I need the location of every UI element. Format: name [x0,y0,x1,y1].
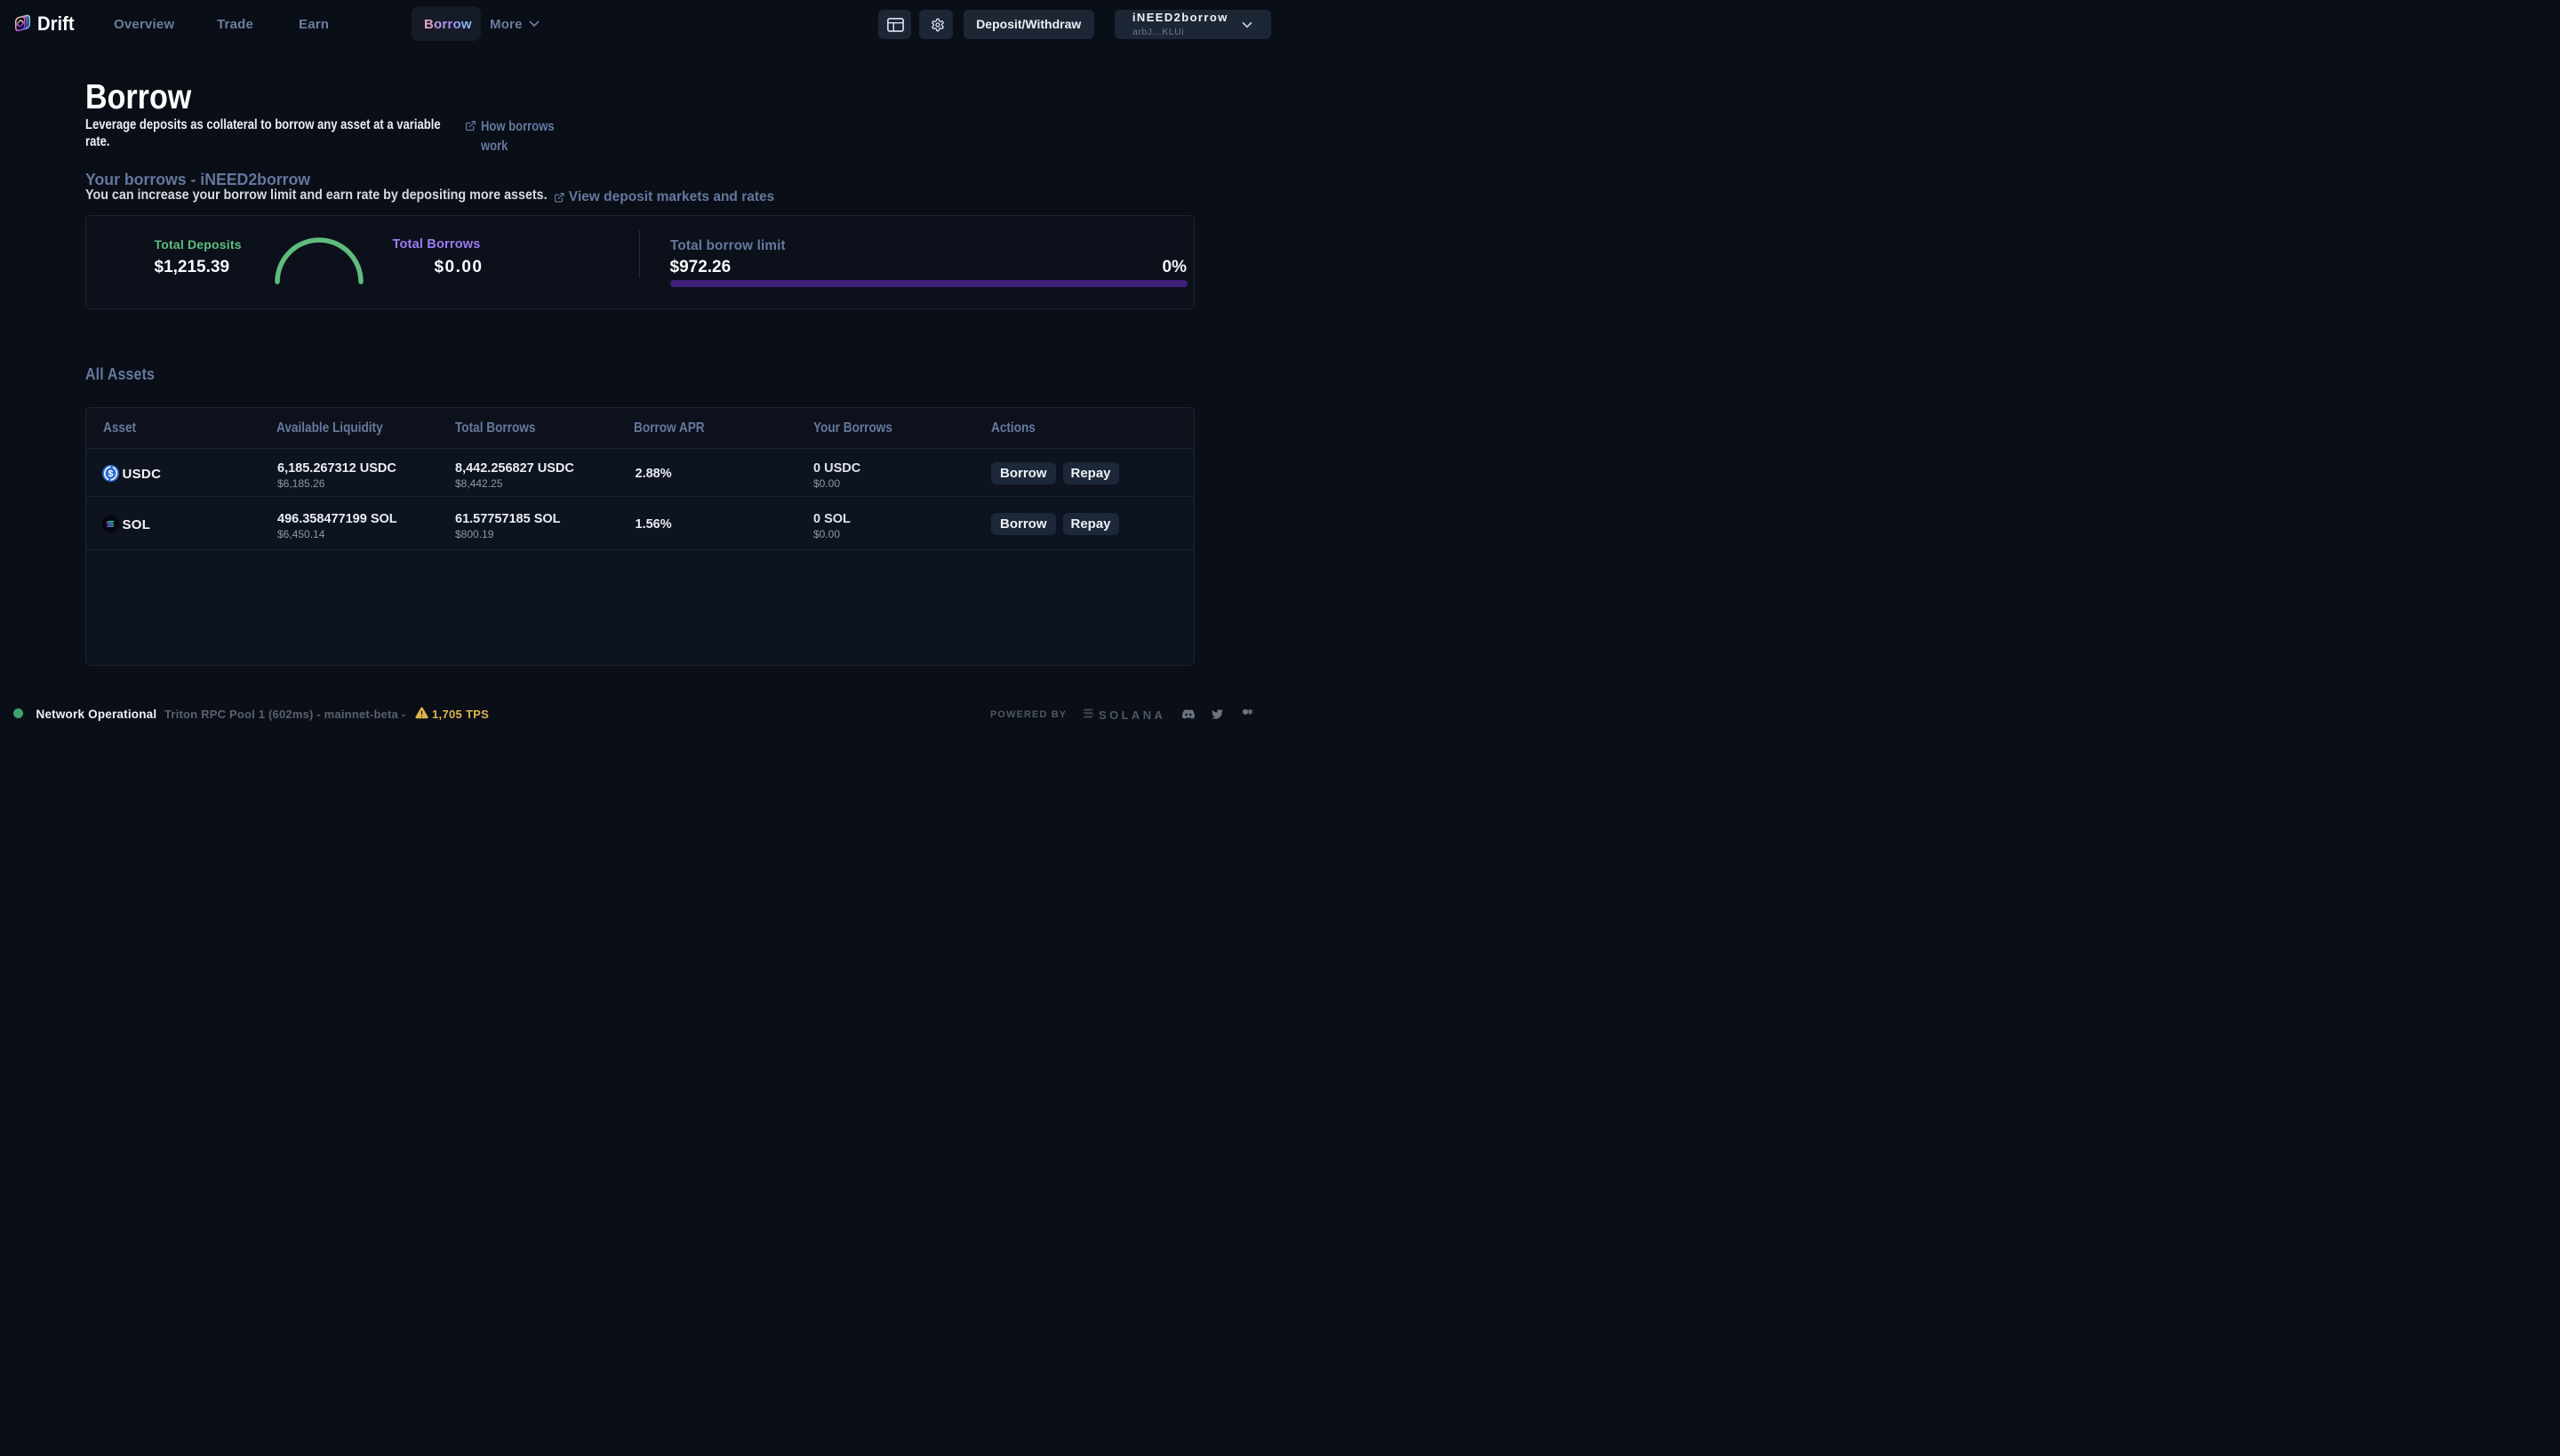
svg-text:$: $ [108,469,114,479]
